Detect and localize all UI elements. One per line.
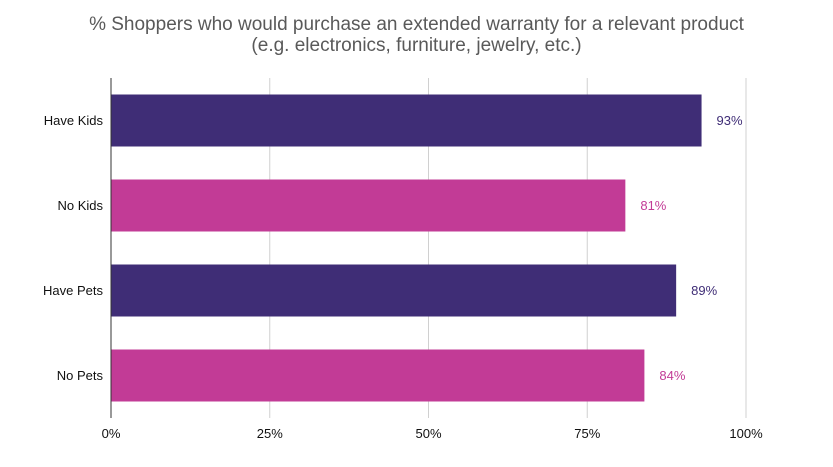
bar-have-kids: [111, 94, 702, 147]
bar-no-pets: [111, 349, 645, 402]
data-labels: 93% 81% 89% 84%: [640, 113, 743, 383]
x-tick-label-100: 100%: [729, 426, 763, 441]
x-tick-label-50: 50%: [415, 426, 441, 441]
bars: [111, 94, 702, 402]
category-labels: Have Kids No Kids Have Pets No Pets: [43, 113, 103, 383]
data-label-have-kids: 93%: [717, 113, 743, 128]
data-label-no-kids: 81%: [640, 198, 666, 213]
chart-title-block: % Shoppers who would purchase an extende…: [0, 14, 833, 56]
chart-subtitle: (e.g. electronics, furniture, jewelry, e…: [251, 35, 582, 56]
category-label-have-pets: Have Pets: [43, 283, 103, 298]
data-label-have-pets: 89%: [691, 283, 717, 298]
category-label-have-kids: Have Kids: [44, 113, 104, 128]
bar-no-kids: [111, 179, 626, 232]
chart-title: % Shoppers who would purchase an extende…: [89, 14, 744, 35]
category-label-no-kids: No Kids: [57, 198, 103, 213]
data-label-no-pets: 84%: [659, 368, 685, 383]
x-tick-label-75: 75%: [574, 426, 600, 441]
bar-have-pets: [111, 264, 677, 317]
x-tick-label-0: 0%: [102, 426, 121, 441]
x-tick-labels: 0% 25% 50% 75% 100%: [102, 426, 763, 441]
x-tick-label-25: 25%: [257, 426, 283, 441]
category-label-no-pets: No Pets: [57, 368, 104, 383]
